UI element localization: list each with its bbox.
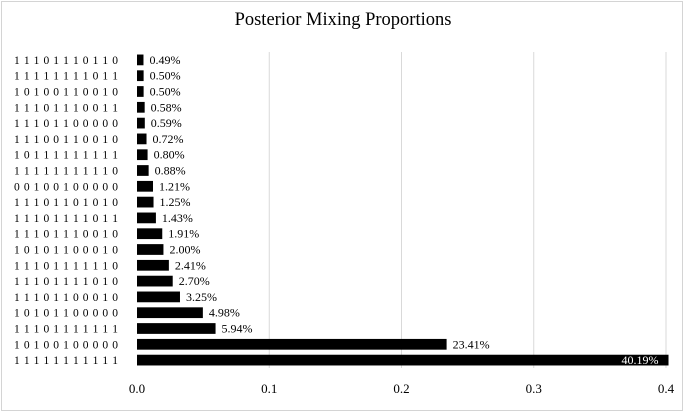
category-label: 1 1 1 0 1 1 1 1 0 1 1 [14,213,119,225]
bar [137,338,447,350]
data-label: 5.94% [222,322,253,336]
data-label: 0.58% [151,100,182,114]
data-label: 3.25% [186,290,217,304]
data-label: 40.19% [622,353,659,367]
bar [137,149,148,161]
data-label: 0.80% [154,148,185,162]
x-tick-label: 0.1 [261,381,277,396]
data-label: 1.43% [162,211,193,225]
bar [137,70,144,82]
bar [137,117,145,129]
category-label: 1 1 1 0 1 1 1 0 0 1 1 [14,102,119,114]
data-label: 23.41% [453,337,490,351]
data-label: 0.49% [149,53,180,67]
category-label: 1 1 1 0 1 1 1 1 1 1 1 [14,324,119,336]
category-label: 1 1 1 0 1 1 1 1 0 1 0 [14,276,119,288]
bar [137,212,156,224]
bar [137,275,173,287]
data-label: 0.50% [150,85,181,99]
bar [137,228,163,240]
category-label: 1 0 1 1 1 1 1 1 1 1 1 [14,150,119,162]
data-label: 2.70% [179,274,210,288]
category-label: 1 1 1 0 1 1 0 1 0 1 0 [14,197,119,209]
bar [137,180,154,192]
bar [137,323,216,334]
data-label: 2.00% [169,243,200,257]
data-label: 1.25% [160,195,191,209]
category-label: 0 0 1 0 0 1 0 0 0 0 0 [14,181,119,193]
bar [137,259,169,271]
data-label: 1.91% [168,227,199,241]
data-label: 2.41% [175,258,206,272]
category-label: 1 0 1 0 1 1 0 0 0 0 0 [14,308,119,320]
bar [137,54,144,66]
bar [137,133,147,145]
data-label: 0.50% [150,69,181,83]
category-label: 1 1 1 0 1 1 1 1 1 1 0 [14,260,119,272]
bar [137,165,149,176]
chart-title: Posterior Mixing Proportions [234,10,452,30]
category-label: 1 1 1 0 1 1 1 0 1 1 0 [14,55,119,67]
bars [137,54,669,366]
category-label: 1 1 1 0 1 1 0 0 0 0 0 [14,118,119,130]
category-label: 1 0 1 0 0 1 0 0 0 0 0 [14,339,119,351]
category-label: 1 1 1 1 1 1 1 1 1 1 0 [14,166,119,178]
x-tick-label: 0.2 [393,381,409,396]
category-labels: 1 1 1 0 1 1 1 0 1 1 0 1 1 1 1 1 1 1 1 0 1… [14,55,119,367]
gridlines [268,52,667,368]
data-label: 4.98% [209,306,240,320]
bar [137,86,144,97]
category-label: 1 1 1 0 0 1 1 0 0 1 0 [14,134,119,146]
category-label: 1 1 1 1 1 1 1 1 1 1 1 [14,355,119,367]
data-label: 0.59% [151,116,182,130]
category-label: 1 1 1 0 1 1 0 0 0 1 0 [14,292,119,304]
data-label: 0.72% [153,132,184,146]
bar [137,354,669,366]
category-label: 1 0 1 0 0 1 1 0 0 1 0 [14,87,119,99]
bar [137,244,164,255]
bar [137,307,203,319]
category-label: 1 1 1 1 1 1 1 1 0 1 1 [14,71,119,83]
bar [137,291,180,303]
x-tick-label: 0.4 [658,381,675,396]
bar [137,196,154,208]
x-tick-label: 0.3 [526,381,542,396]
x-axis-ticks: 0.0 0.1 0.2 0.3 0.4 [129,381,675,396]
data-label: 0.88% [155,164,186,178]
data-labels: 0.49%0.50%0.50%0.58%0.59%0.72%0.80%0.88%… [149,53,658,367]
category-label: 1 0 1 0 1 1 0 0 0 1 0 [14,245,119,257]
category-label: 1 1 1 0 1 1 1 0 0 1 0 [14,229,119,241]
bar [137,101,145,113]
data-label: 1.21% [159,179,190,193]
x-tick-label: 0.0 [129,381,145,396]
